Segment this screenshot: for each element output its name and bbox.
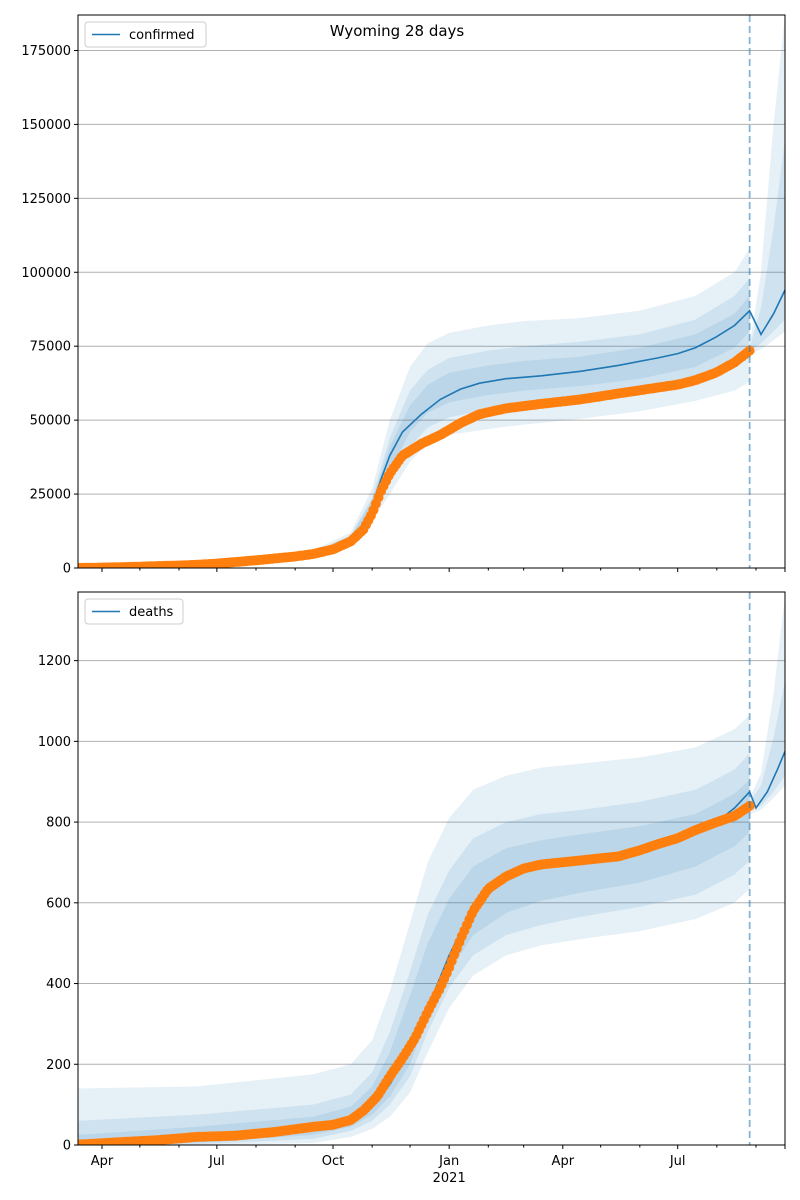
y-tick-label: 50000 bbox=[30, 414, 71, 429]
y-tick-label: 200 bbox=[46, 1058, 71, 1073]
observed-markers bbox=[78, 800, 755, 1145]
plot-area bbox=[78, 596, 785, 1145]
y-tick-label: 25000 bbox=[30, 488, 71, 503]
x-tick-label: Apr bbox=[91, 1154, 114, 1169]
legend: confirmed bbox=[84, 21, 207, 48]
x-tick-label: Apr bbox=[552, 1154, 575, 1169]
uncertainty-band bbox=[78, 715, 750, 1145]
observed-markers bbox=[78, 345, 755, 568]
y-tick-label: 0 bbox=[63, 1139, 71, 1154]
uncertainty-band bbox=[749, 15, 785, 356]
y-tick-label: 600 bbox=[46, 896, 71, 911]
legend-box bbox=[84, 21, 207, 48]
x-tick-label: Jan bbox=[438, 1154, 459, 1169]
y-tick-label: 800 bbox=[46, 816, 71, 831]
uncertainty-band bbox=[749, 596, 785, 814]
legend-box bbox=[84, 598, 184, 625]
uncertainty-band bbox=[78, 779, 750, 1145]
y-tick-label: 75000 bbox=[30, 340, 71, 355]
legend-label: deaths bbox=[129, 605, 174, 620]
y-tick-label: 1000 bbox=[38, 735, 71, 750]
y-tick-label: 100000 bbox=[21, 266, 71, 281]
uncertainty-band bbox=[749, 139, 785, 353]
legend: deaths bbox=[84, 598, 184, 625]
y-tick-label: 0 bbox=[63, 562, 71, 577]
x-tick-label: Jul bbox=[669, 1154, 686, 1169]
uncertainty-band bbox=[78, 278, 750, 568]
uncertainty-band bbox=[78, 753, 750, 1145]
x-tick-label: Oct bbox=[322, 1154, 344, 1169]
plot-area bbox=[78, 15, 785, 568]
legend-label: confirmed bbox=[129, 28, 195, 43]
deaths-panel: 0 200 400 600 800 1000 1200 deaths bbox=[38, 591, 786, 1154]
x-axis: Apr Jul Oct Jan Apr Jul 2021 bbox=[91, 1154, 686, 1186]
y-tick-label: 1200 bbox=[38, 654, 71, 669]
axes-frame bbox=[77, 14, 786, 569]
uncertainty-band bbox=[78, 248, 750, 568]
y-tick-label: 125000 bbox=[21, 192, 71, 207]
uncertainty-band bbox=[749, 680, 785, 811]
x-tick-label: Jul bbox=[208, 1154, 225, 1169]
uncertainty-band bbox=[78, 295, 750, 568]
axes-frame bbox=[77, 591, 786, 1146]
y-tick-label: 150000 bbox=[21, 118, 71, 133]
y-tick-label: 175000 bbox=[21, 44, 71, 59]
chart-title: Wyoming 28 days bbox=[330, 22, 465, 40]
y-tick-label: 400 bbox=[46, 977, 71, 992]
x-year-label: 2021 bbox=[433, 1171, 466, 1186]
confirmed-panel: 0 25000 50000 75000 100000 125000 150000 175000… bbox=[21, 14, 786, 577]
